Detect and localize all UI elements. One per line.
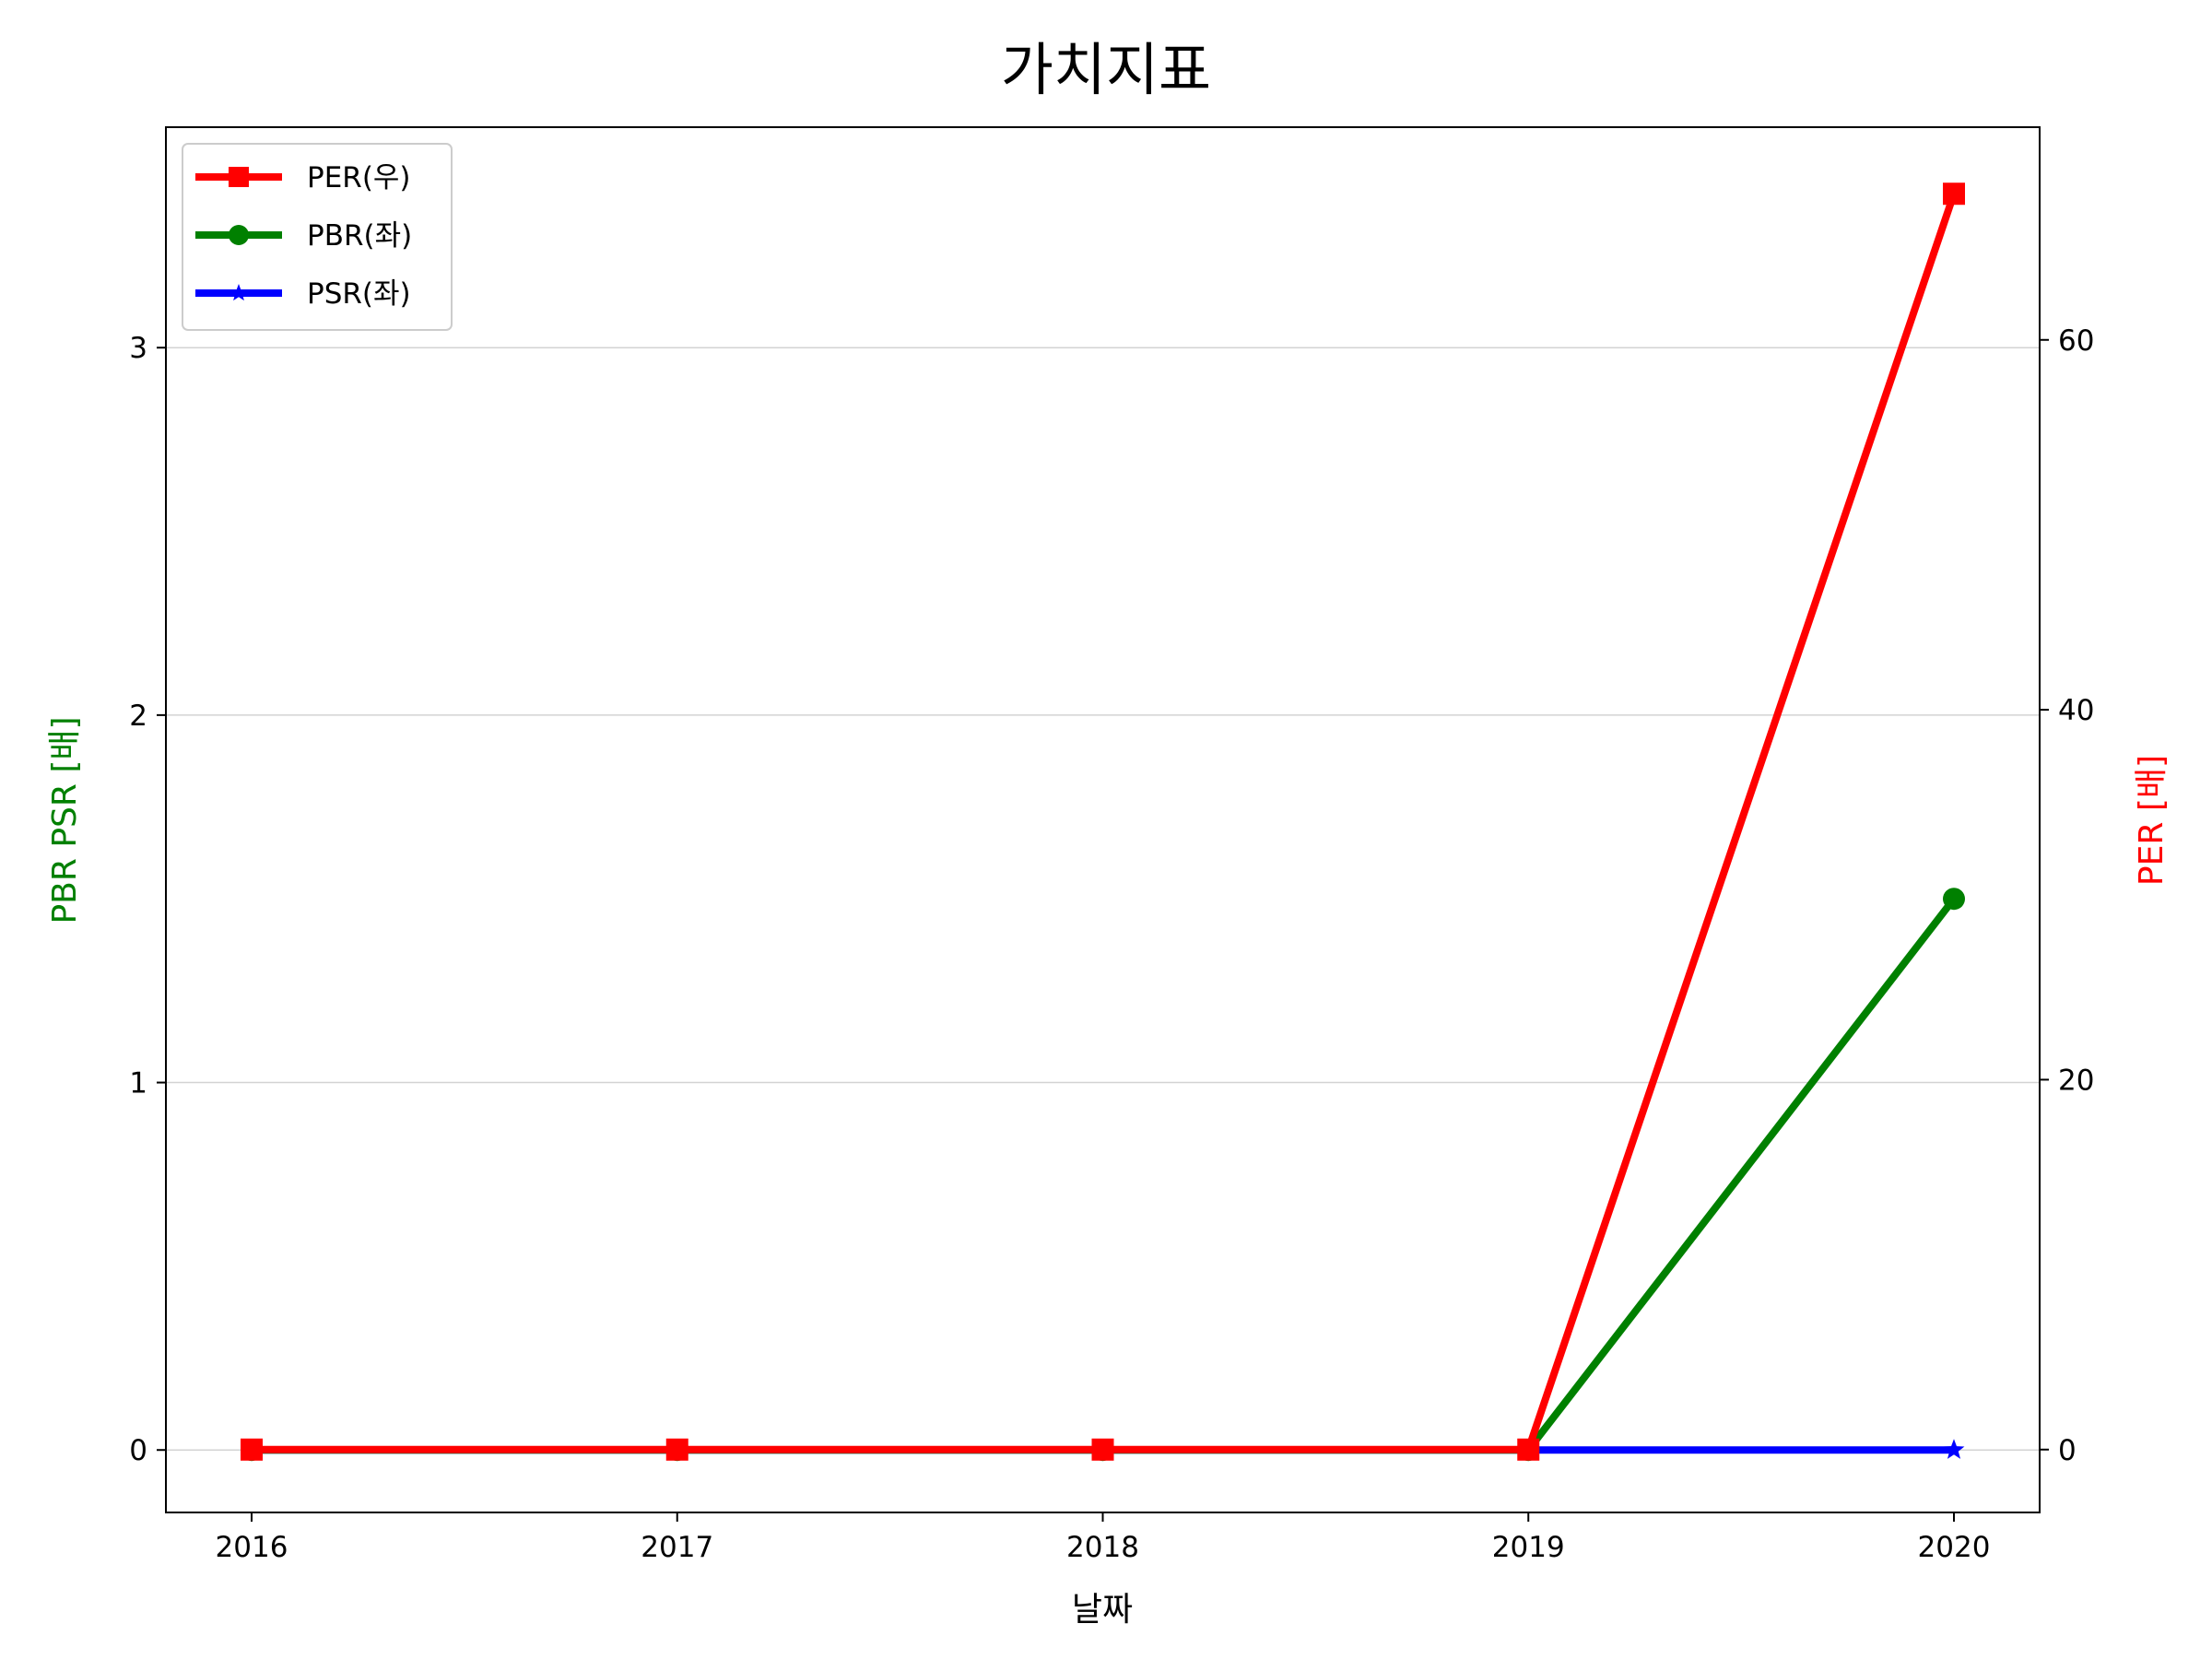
legend-item: PBR(좌) [195, 219, 412, 253]
data-point [241, 1438, 263, 1461]
data-point [1517, 1438, 1540, 1461]
left-y-tick-label: 1 [129, 1067, 147, 1100]
right-y-tick-label: 40 [2058, 694, 2094, 727]
right-y-tick-label: 0 [2058, 1434, 2077, 1467]
legend-label: PER(우) [307, 161, 411, 194]
left-y-tick-label: 2 [129, 700, 147, 733]
right-y-tick-label: 20 [2058, 1064, 2094, 1097]
x-axis-label: 날짜 [1072, 1591, 1133, 1629]
legend-item: PER(우) [195, 161, 411, 194]
series-layer [241, 182, 1965, 1462]
chart-title: 가치지표 [1001, 36, 1211, 103]
x-tick-label: 2016 [216, 1531, 288, 1564]
left-y-axis-label: PBR PSR [배] [46, 716, 84, 924]
left-y-axis-ticks: 0 1 2 3 [129, 332, 166, 1467]
right-y-axis-label: PER [배] [2133, 755, 2171, 886]
data-point [665, 1438, 688, 1461]
legend-box [182, 143, 453, 331]
legend-swatch-marker [229, 284, 248, 301]
legend-swatch-marker [229, 225, 249, 245]
left-y-tick-label: 3 [129, 332, 147, 365]
data-point [1943, 1439, 1965, 1459]
x-tick-label: 2020 [1918, 1531, 1991, 1564]
right-y-tick-label: 60 [2058, 324, 2094, 358]
legend-items: PER(우) PBR(좌) PSR(좌) [195, 161, 412, 311]
x-axis-ticks: 2016 2017 2018 2019 2020 [216, 1512, 1991, 1564]
data-point [1943, 888, 1965, 911]
x-tick-label: 2017 [641, 1531, 713, 1564]
left-y-tick-label: 0 [129, 1434, 147, 1467]
x-tick-label: 2018 [1066, 1531, 1139, 1564]
legend-swatch-marker [229, 167, 249, 187]
legend-label: PBR(좌) [307, 219, 412, 253]
legend-label: PSR(좌) [307, 277, 411, 311]
data-point [1091, 1438, 1114, 1461]
x-tick-label: 2019 [1492, 1531, 1565, 1564]
data-point [1943, 182, 1965, 206]
right-y-axis-ticks: 0 20 40 60 [2040, 324, 2094, 1467]
legend-item: PSR(좌) [195, 277, 411, 311]
series-square [241, 182, 1965, 1461]
legend: PER(우) PBR(좌) PSR(좌) [182, 143, 453, 331]
